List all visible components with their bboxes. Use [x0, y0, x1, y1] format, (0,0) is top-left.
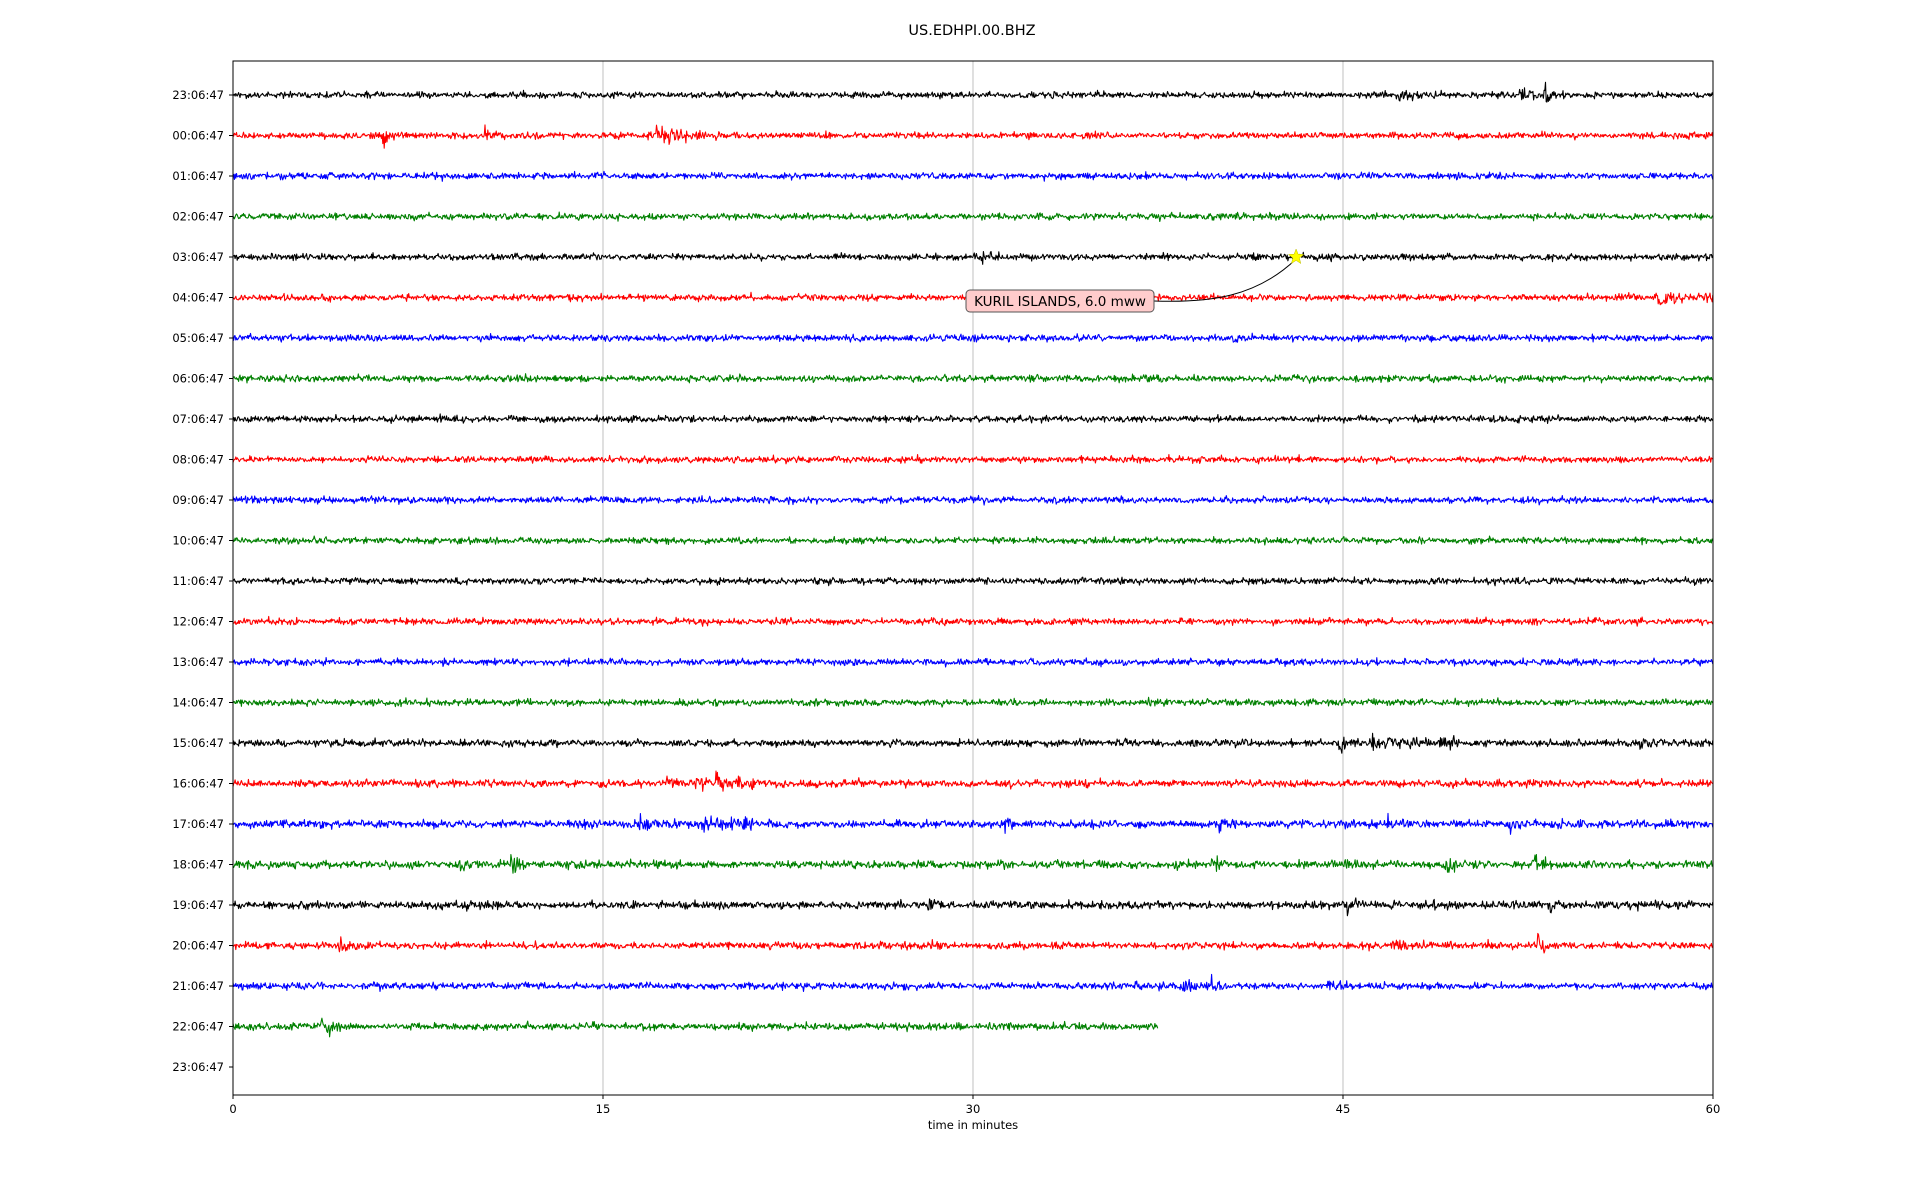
trace-row-8	[232, 413, 1714, 425]
y-tick-label: 21:06:47	[172, 979, 224, 993]
traces-layer	[232, 81, 1714, 1038]
y-tick-label: 17:06:47	[172, 817, 224, 831]
annotation-label: KURIL ISLANDS, 6.0 mww	[974, 294, 1146, 310]
x-tick-label: 15	[596, 1102, 611, 1116]
y-tick-label: 04:06:47	[172, 291, 224, 305]
trace-row-20	[232, 897, 1714, 917]
trace-row-13	[232, 615, 1714, 627]
y-tick-label: 08:06:47	[172, 453, 224, 467]
annotation-box	[965, 289, 1155, 313]
trace-row-4	[232, 250, 1714, 265]
trace-row-18	[232, 812, 1714, 835]
y-tick-label: 22:06:47	[172, 1020, 224, 1034]
event-star-marker	[1287, 248, 1305, 265]
y-tick-label: 09:06:47	[172, 493, 224, 507]
y-tick-label: 12:06:47	[172, 615, 224, 629]
x-axis-label: time in minutes	[928, 1118, 1018, 1132]
chart-title: US.EDHPI.00.BHZ	[908, 23, 1035, 39]
y-tick-label: 11:06:47	[172, 574, 224, 588]
y-ticks: 23:06:47 00:06:47 01:06:47 02:06:47 03:06:47…	[172, 88, 233, 1074]
trace-row-22	[232, 973, 1714, 992]
trace-row-9	[232, 454, 1714, 465]
trace-row-21	[232, 932, 1714, 954]
trace-row-10	[232, 494, 1714, 506]
y-tick-label: 01:06:47	[172, 169, 224, 183]
y-tick-label: 02:06:47	[172, 210, 224, 224]
y-tick-label: 15:06:47	[172, 736, 224, 750]
x-ticks: 0 15 30 45 60	[229, 1095, 1720, 1116]
y-tick-label: 23:06:47	[172, 88, 224, 102]
y-tick-label: 19:06:47	[172, 898, 224, 912]
trace-row-7	[232, 373, 1714, 384]
trace-row-1	[232, 124, 1714, 149]
x-tick-label: 0	[229, 1102, 236, 1116]
trace-row-3	[232, 211, 1714, 223]
x-tick-label: 60	[1706, 1102, 1721, 1116]
y-tick-label: 13:06:47	[172, 655, 224, 669]
trace-row-14	[232, 657, 1714, 668]
y-tick-label: 00:06:47	[172, 129, 224, 143]
y-tick-label: 06:06:47	[172, 372, 224, 386]
trace-row-2	[232, 170, 1714, 182]
y-tick-label: 14:06:47	[172, 696, 224, 710]
annotation-layer: KURIL ISLANDS, 6.0 mww	[965, 248, 1305, 313]
y-tick-label: 07:06:47	[172, 412, 224, 426]
annotation-connector	[1153, 258, 1297, 302]
trace-row-17	[232, 770, 1714, 792]
trace-row-12	[232, 576, 1714, 587]
trace-row-16	[232, 732, 1714, 754]
y-tick-label: 05:06:47	[172, 331, 224, 345]
trace-row-15	[232, 696, 1714, 708]
y-tick-label: 18:06:47	[172, 858, 224, 872]
trace-row-11	[232, 535, 1714, 546]
trace-row-19	[232, 853, 1714, 874]
y-tick-label: 23:06:47	[172, 1060, 224, 1074]
y-tick-label: 20:06:47	[172, 939, 224, 953]
trace-row-0	[232, 81, 1714, 103]
trace-row-6	[232, 332, 1714, 343]
y-tick-label: 03:06:47	[172, 250, 224, 264]
x-tick-label: 45	[1336, 1102, 1351, 1116]
y-tick-label: 10:06:47	[172, 534, 224, 548]
x-tick-label: 30	[966, 1102, 981, 1116]
y-tick-label: 16:06:47	[172, 777, 224, 791]
trace-row-23	[232, 1017, 1159, 1038]
